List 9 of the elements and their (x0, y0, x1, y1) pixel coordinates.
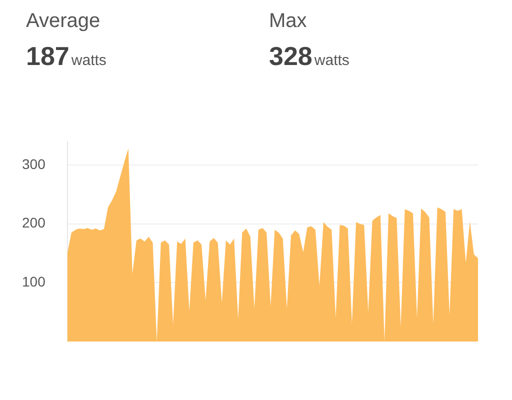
text: 328 (269, 41, 312, 71)
y-tick-label: 100 (22, 274, 46, 290)
y-tick-label: 200 (22, 214, 46, 231)
text: watts (71, 52, 106, 69)
text: 187 (26, 41, 70, 71)
text: watts (314, 52, 350, 69)
text: Average (26, 10, 102, 33)
text: Max (269, 10, 308, 33)
y-tick-label: 300 (22, 156, 46, 172)
